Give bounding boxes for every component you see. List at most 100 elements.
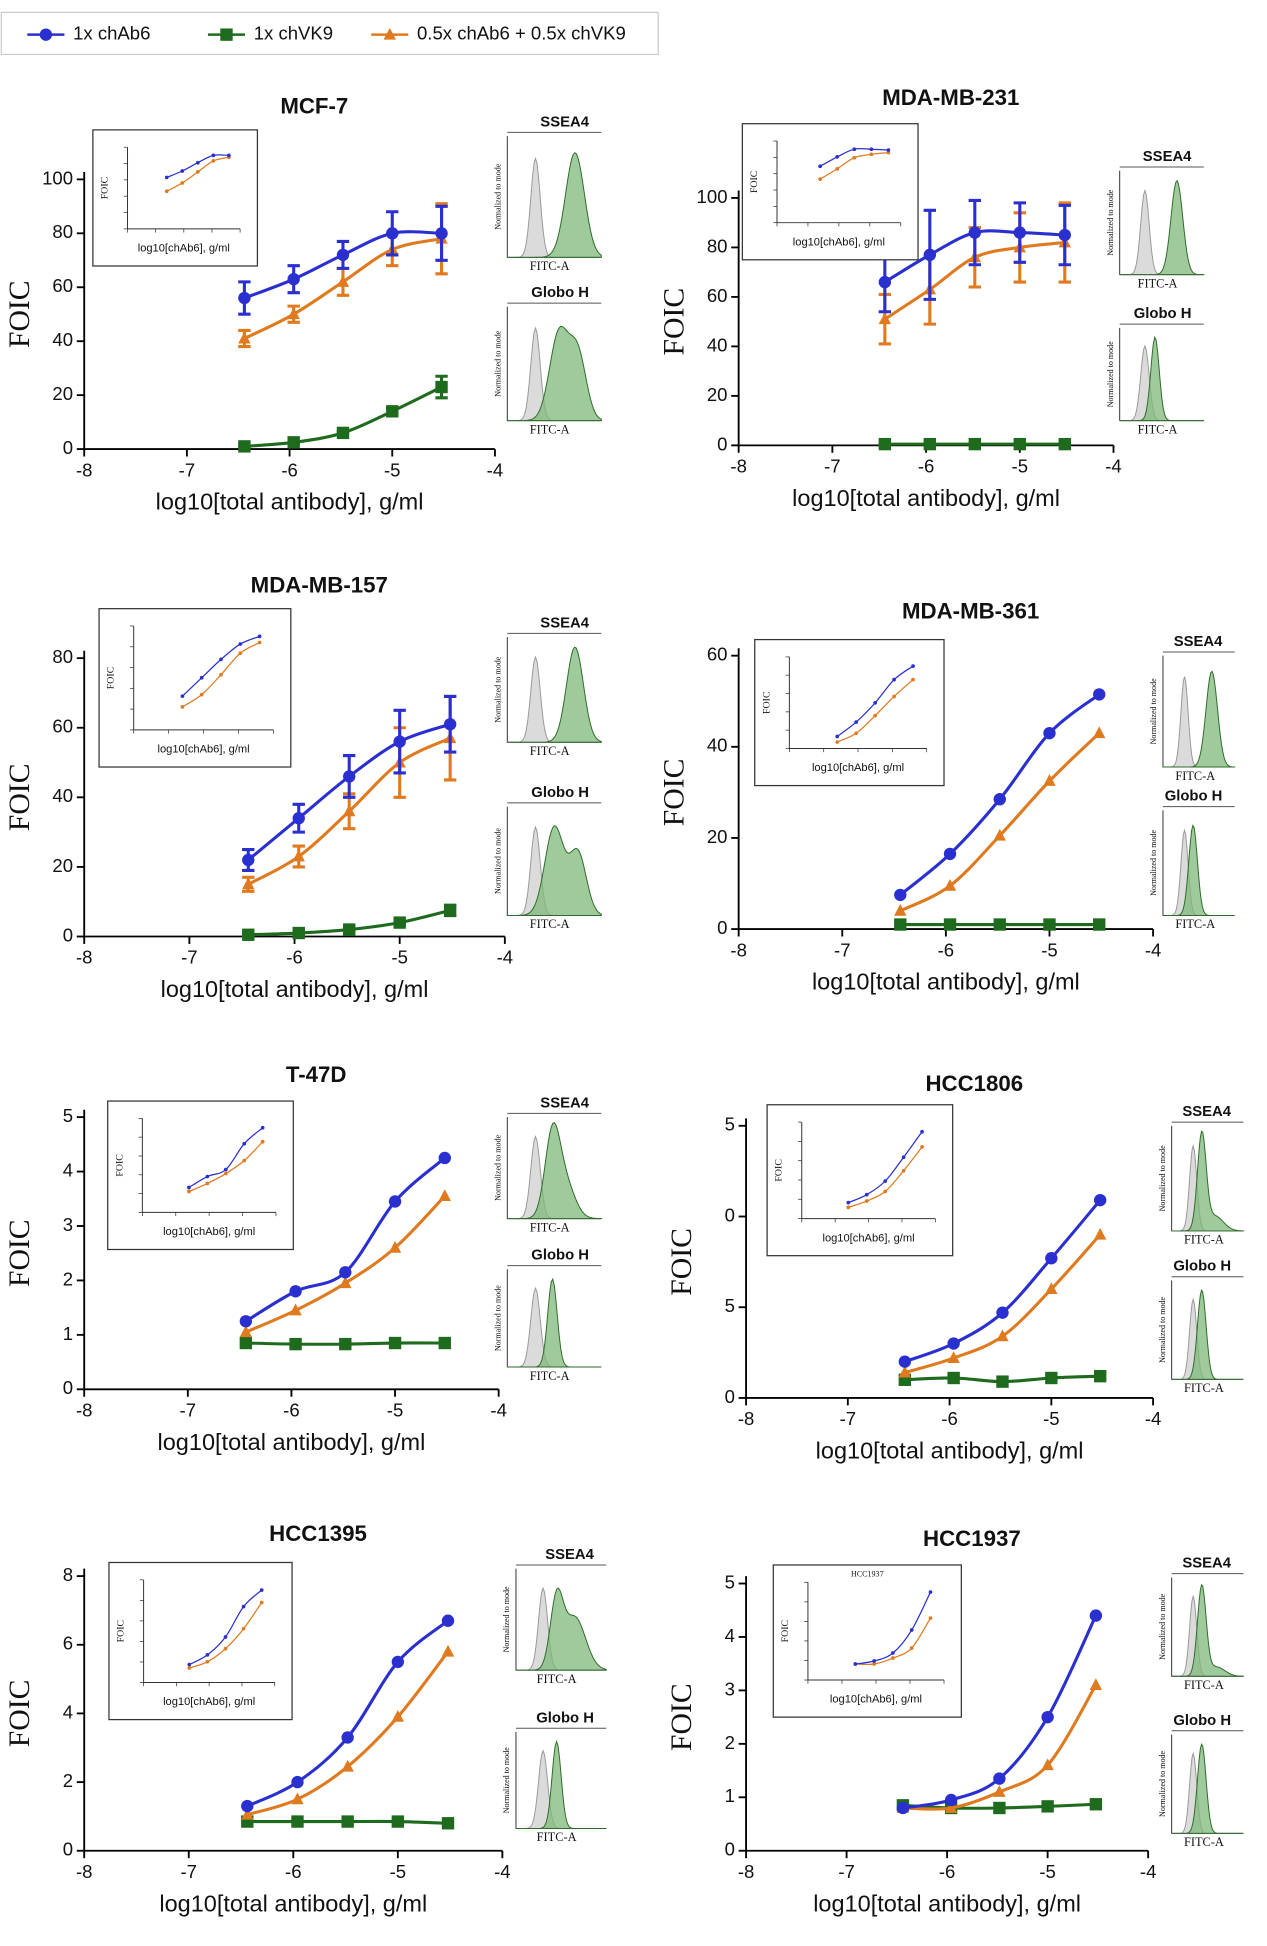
y-tick-label: 0	[717, 917, 727, 938]
x-tick-label: -5	[1039, 1861, 1056, 1882]
inset-marker	[257, 634, 262, 639]
inset-x-label: log10[chAb6], g/ml	[163, 1226, 255, 1238]
marker	[1089, 1609, 1103, 1622]
marker	[443, 718, 457, 731]
inset-y-label: FOIC	[116, 1619, 127, 1642]
histogram-x-label: FITC-A	[1175, 769, 1215, 783]
inset-marker	[180, 705, 185, 709]
marker	[343, 770, 356, 783]
inset-marker	[223, 1167, 228, 1172]
marker	[1013, 226, 1026, 239]
x-tick-label: -7	[181, 947, 198, 968]
marker	[947, 1351, 960, 1363]
marker	[291, 1775, 304, 1789]
inset-marker	[854, 720, 859, 724]
inset-marker	[242, 1158, 247, 1163]
x-tick-label: -7	[834, 939, 851, 960]
y-tick-label: 2	[63, 1770, 73, 1791]
y-tick-label: 0	[725, 1204, 735, 1225]
inset-marker	[886, 150, 891, 155]
histogram-title: SSEA4	[540, 114, 589, 130]
histogram-x-label: FITC-A	[1184, 1678, 1224, 1692]
inset-marker	[223, 1646, 228, 1651]
fit-line	[902, 1614, 1098, 1810]
marker	[1093, 688, 1106, 701]
marker	[1043, 774, 1056, 786]
y-tick-label: 20	[707, 384, 728, 405]
x-tick-label: -7	[838, 1861, 855, 1882]
x-tick-label: -6	[941, 1408, 958, 1429]
legend-marker	[220, 28, 233, 41]
marker	[388, 1195, 402, 1208]
inset-y-label: FOIC	[100, 176, 111, 199]
histogram-y-label: Normalized to mode	[502, 1747, 511, 1813]
x-axis-label: log10[total antibody], g/ml	[161, 976, 429, 1002]
inset-marker	[260, 1125, 265, 1130]
histogram-y-label: Normalized to mode	[493, 828, 502, 894]
histogram-title: Globo H	[531, 1248, 589, 1264]
inset-marker	[864, 1192, 869, 1197]
marker	[239, 1325, 253, 1338]
marker	[441, 1644, 455, 1657]
inset-y-label: FOIC	[761, 691, 772, 714]
inset-marker	[920, 1129, 924, 1134]
marker	[388, 1336, 402, 1350]
x-tick-label: -5	[391, 947, 408, 968]
histogram-x-label: FITC-A	[537, 1830, 577, 1844]
marker	[1093, 1227, 1107, 1240]
histogram-y-label: Normalized to mode	[502, 1586, 511, 1652]
y-tick-label: 5	[63, 1105, 73, 1126]
x-tick-label: -6	[286, 947, 303, 968]
chart-title: HCC1937	[923, 1526, 1021, 1551]
inset-marker	[195, 170, 200, 174]
histogram-y-label: Normalized to mode	[1149, 678, 1158, 744]
inset-marker	[835, 734, 840, 739]
inset-marker	[818, 164, 822, 169]
inset-x-label: log10[chAb6], g/ml	[138, 243, 230, 255]
inset-marker	[227, 153, 231, 158]
legend-label: 0.5x chAb6 + 0.5x chVK9	[417, 23, 626, 44]
histogram-y-label: Normalized to mode	[493, 163, 502, 229]
fit-line	[246, 1650, 450, 1817]
inset-marker	[818, 177, 822, 181]
inset-x-label: log10[chAb6], g/ml	[812, 762, 904, 774]
inset-marker	[869, 147, 874, 152]
y-tick-label: 0	[725, 1839, 735, 1860]
histogram-y-label: Normalized to mode	[493, 1134, 502, 1200]
x-tick-label: -8	[730, 939, 746, 960]
histogram-title: Globo H	[1134, 306, 1192, 322]
marker	[1093, 918, 1106, 931]
marker	[993, 828, 1006, 841]
y-tick-label: 0	[63, 437, 73, 458]
marker	[287, 436, 300, 449]
marker	[993, 918, 1006, 931]
x-tick-label: -8	[76, 1399, 93, 1420]
marker	[336, 426, 350, 440]
histogram-peak	[507, 325, 602, 422]
y-tick-label: 5	[725, 1114, 735, 1135]
x-tick-label: -6	[918, 456, 935, 477]
marker	[238, 331, 251, 344]
marker	[289, 1303, 302, 1316]
y-tick-label: 3	[725, 1678, 735, 1699]
inset-box	[92, 129, 259, 267]
marker	[391, 1655, 405, 1669]
histogram-peak	[507, 152, 602, 258]
inset-marker	[199, 692, 204, 697]
inset-box	[754, 638, 945, 787]
y-tick-label: 0	[725, 1386, 735, 1407]
inset-marker	[223, 1171, 228, 1176]
inset-marker	[164, 189, 169, 194]
marker	[943, 847, 957, 861]
histogram-y-label: Normalized to mode	[493, 1285, 502, 1351]
marker	[1093, 1369, 1107, 1383]
x-tick-label: -7	[179, 459, 196, 480]
histogram-title: Globo H	[536, 1710, 594, 1726]
marker	[943, 918, 957, 931]
marker	[391, 1710, 405, 1722]
x-tick-label: -8	[738, 1861, 755, 1882]
inset-marker	[892, 694, 896, 699]
inset-marker	[892, 677, 896, 682]
y-tick-label: 0	[63, 924, 73, 945]
